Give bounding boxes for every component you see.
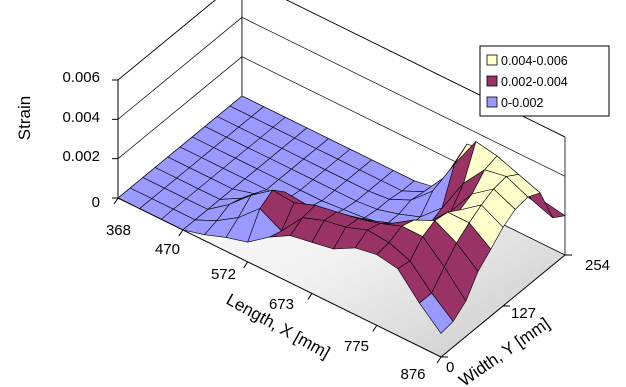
y-tick-labels: 0 127 254 — [446, 257, 610, 376]
z-tick-label: 0.006 — [62, 69, 100, 86]
z-tick-label: 0.002 — [62, 148, 100, 165]
x-tick-label: 368 — [106, 222, 131, 239]
z-gridline — [117, 0, 566, 138]
legend-label: 0.004-0.006 — [501, 54, 568, 68]
y-tick-label: 0 — [446, 359, 454, 376]
legend-label: 0.002-0.004 — [501, 75, 568, 89]
axes — [112, 79, 572, 364]
legend-label: 0-0.002 — [501, 96, 543, 110]
x-tick-labels: 368 470 572 673 775 876 — [106, 222, 426, 383]
y-tick-label: 127 — [511, 305, 536, 322]
x-tick-mark — [243, 261, 249, 269]
y-tick-label: 254 — [585, 257, 610, 274]
x-tick-mark — [307, 293, 313, 300]
x-tick-mark — [372, 325, 378, 332]
legend-swatch — [486, 75, 498, 87]
legend-box — [479, 45, 610, 117]
legend-swatch — [486, 54, 498, 66]
x-axis-line — [117, 197, 442, 358]
surface-cell — [419, 292, 454, 334]
x-tick-label: 572 — [211, 266, 236, 283]
z-tick-label: 0 — [92, 194, 100, 211]
x-tick-mark — [436, 356, 442, 364]
x-tick-label: 775 — [344, 338, 369, 355]
x-tick-label: 876 — [400, 366, 425, 383]
x-tick-label: 470 — [155, 241, 180, 258]
legend-swatch — [486, 96, 498, 108]
x-tick-label: 673 — [269, 296, 294, 313]
z-tick-labels: 0 0.002 0.004 0.006 — [62, 69, 100, 211]
x-tick-mark — [178, 229, 184, 237]
z-gridline — [117, 16, 566, 177]
legend: 0.004-0.006 0.002-0.004 0-0.002 — [479, 45, 610, 117]
x-tick-mark — [113, 197, 119, 205]
surface-mesh — [117, 95, 566, 334]
z-tick-label: 0.004 — [62, 109, 100, 126]
z-axis-label: Strain — [15, 96, 34, 140]
